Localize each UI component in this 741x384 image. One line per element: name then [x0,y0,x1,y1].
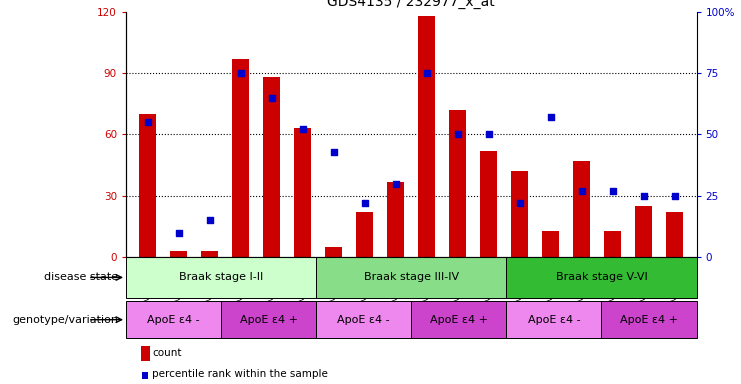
Text: Braak stage III-IV: Braak stage III-IV [364,272,459,283]
Bar [605,231,622,257]
Point [142,119,153,125]
Point [514,200,525,206]
Bar [411,301,506,338]
Point [328,149,339,155]
Bar [666,212,683,257]
Title: GDS4135 / 232977_x_at: GDS4135 / 232977_x_at [328,0,495,9]
Bar [542,231,559,257]
Text: ApoE ε4 -: ApoE ε4 - [147,314,200,325]
Bar [263,77,280,257]
Bar [449,110,466,257]
Bar [232,59,249,257]
Bar [126,257,316,298]
Bar [139,114,156,257]
Bar [506,257,697,298]
Point [204,217,216,223]
Bar [294,128,311,257]
Text: ApoE ε4 -: ApoE ε4 - [337,314,390,325]
Bar [316,301,411,338]
Point [173,230,185,236]
Text: percentile rank within the sample: percentile rank within the sample [152,369,328,379]
Point [359,200,370,206]
Bar [506,301,602,338]
Bar [480,151,497,257]
Text: Braak stage V-VI: Braak stage V-VI [556,272,648,283]
Text: Braak stage I-II: Braak stage I-II [179,272,263,283]
Point [421,70,433,76]
Text: genotype/variation: genotype/variation [13,314,119,325]
Point [545,114,556,120]
Point [638,193,650,199]
Point [669,193,681,199]
Point [607,188,619,194]
Bar [221,301,316,338]
Point [452,131,464,137]
Bar [170,251,187,257]
Bar [325,247,342,257]
Bar [356,212,373,257]
Text: ApoE ε4 +: ApoE ε4 + [620,314,678,325]
Point [266,94,278,101]
Point [483,131,495,137]
Text: count: count [152,348,182,358]
Text: disease state: disease state [44,272,119,283]
Bar [418,16,435,257]
Bar [388,182,405,257]
Bar [574,161,591,257]
Bar [316,257,506,298]
Point [235,70,247,76]
Point [297,126,309,132]
Bar [602,301,697,338]
Bar [126,301,221,338]
Point [576,188,588,194]
Bar [201,251,218,257]
Text: ApoE ε4 -: ApoE ε4 - [528,314,580,325]
Bar [511,171,528,257]
Bar [635,206,652,257]
Point [390,180,402,187]
Text: ApoE ε4 +: ApoE ε4 + [239,314,298,325]
Text: ApoE ε4 +: ApoE ε4 + [430,314,488,325]
